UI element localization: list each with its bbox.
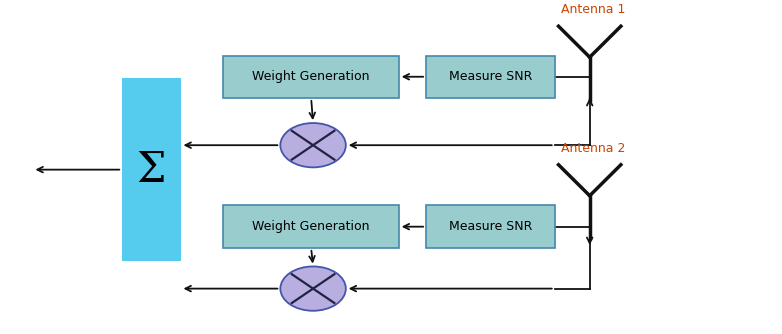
- FancyBboxPatch shape: [426, 205, 554, 248]
- Text: Σ: Σ: [137, 149, 166, 191]
- FancyBboxPatch shape: [122, 78, 181, 261]
- Text: Weight Generation: Weight Generation: [253, 220, 370, 233]
- Text: Measure SNR: Measure SNR: [449, 70, 532, 83]
- Text: Antenna 1: Antenna 1: [561, 3, 626, 16]
- FancyBboxPatch shape: [224, 205, 399, 248]
- FancyBboxPatch shape: [426, 55, 554, 98]
- Text: Measure SNR: Measure SNR: [449, 220, 532, 233]
- Text: Antenna 2: Antenna 2: [561, 142, 626, 155]
- FancyBboxPatch shape: [224, 55, 399, 98]
- Ellipse shape: [281, 267, 346, 311]
- Text: Weight Generation: Weight Generation: [253, 70, 370, 83]
- Ellipse shape: [281, 123, 346, 167]
